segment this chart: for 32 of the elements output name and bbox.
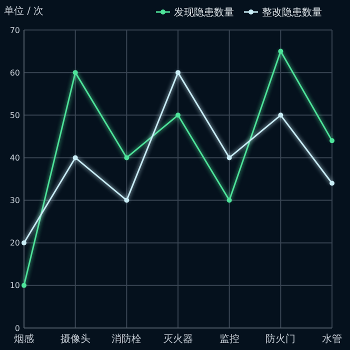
point <box>176 70 180 76</box>
x-tick-label: 监控 <box>219 333 240 345</box>
x-tick-label: 消防栓 <box>112 333 142 345</box>
point <box>124 198 130 203</box>
y-tick-label: 0 <box>14 324 20 333</box>
y-tick-label: 60 <box>10 68 20 78</box>
point <box>22 282 26 288</box>
point <box>278 48 284 54</box>
point <box>278 112 284 118</box>
y-tick-label: 10 <box>10 281 20 290</box>
legend-label: 发现隐患数量 <box>174 6 234 18</box>
point <box>330 138 334 144</box>
point <box>124 155 130 160</box>
y-tick-label: 70 <box>10 26 20 35</box>
point <box>176 112 180 118</box>
point <box>72 70 78 76</box>
y-tick-label: 30 <box>10 196 20 206</box>
point <box>72 155 78 160</box>
point <box>226 155 232 160</box>
point <box>330 180 334 186</box>
y-tick-label: 40 <box>10 154 20 163</box>
point <box>22 240 26 246</box>
x-tick-label: 灭火器 <box>163 333 193 345</box>
x-tick-label: 防火门 <box>266 333 296 345</box>
y-tick-label: 20 <box>10 238 20 248</box>
y-axis-title: 单位 / 次 <box>4 5 44 17</box>
y-tick-label: 50 <box>10 110 20 120</box>
point <box>226 198 232 203</box>
legend-label: 整改隐患数量 <box>262 6 322 18</box>
x-tick-label: 烟感 <box>14 333 34 345</box>
x-tick-label: 水管 <box>322 333 342 345</box>
x-tick-label: 摄像头 <box>60 333 90 345</box>
